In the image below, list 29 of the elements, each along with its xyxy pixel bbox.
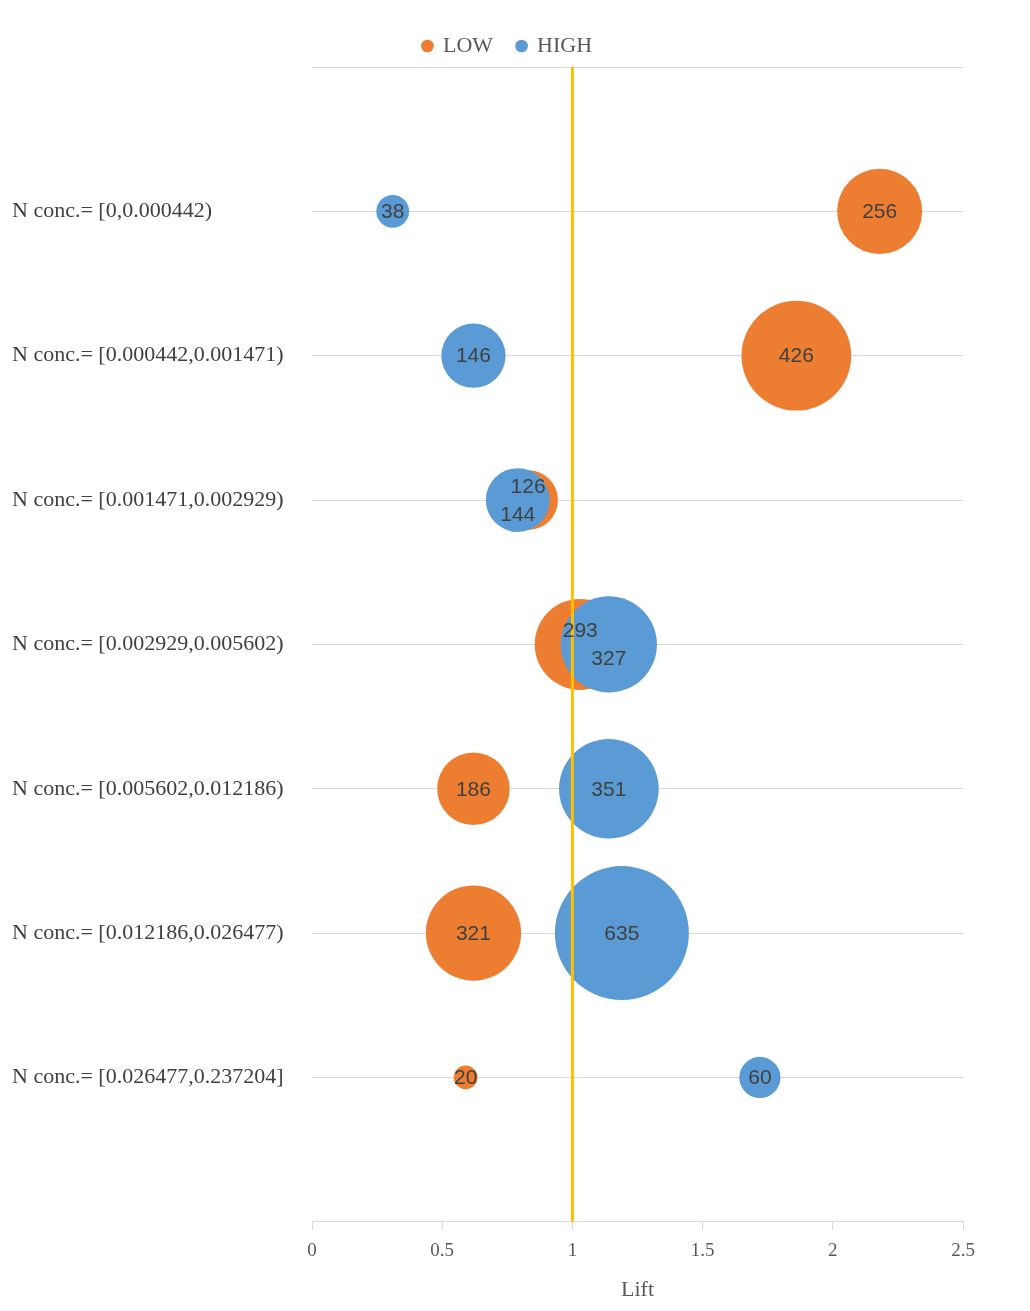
y-tick-label: N conc.= [0.005602,0.012186) [12,774,284,800]
y-tick-label: N conc.= [0.002929,0.005602) [12,630,284,656]
legend-label: LOW [442,31,494,57]
x-tick-label: 2 [828,1239,838,1261]
data-label: 186 [455,776,491,800]
data-label: 126 [510,473,546,497]
data-label: 60 [748,1065,772,1089]
data-label: 635 [604,920,640,944]
y-tick-label: N conc.= [0.000442,0.001471) [12,341,284,367]
x-tick-label: 1.5 [690,1239,715,1261]
x-tick-label: 1 [567,1239,578,1261]
x-axis-title: Lift [621,1275,654,1301]
data-label: 426 [778,343,814,367]
data-label: 351 [591,776,627,800]
x-tick-label: 0.5 [430,1239,455,1261]
data-label: 327 [591,646,627,670]
y-tick-label: N conc.= [0.026477,0.237204] [12,1063,284,1089]
y-tick-label: N conc.= [0,0.000442) [12,197,212,223]
x-tick-label: 2.5 [951,1239,975,1261]
data-label: 146 [455,343,491,367]
data-label: 20 [453,1065,478,1089]
y-tick-label: N conc.= [0.001471,0.002929) [12,485,284,511]
data-label: 256 [862,199,898,223]
data-label: 321 [455,920,491,944]
data-label: 144 [500,501,536,525]
x-tick-label: 0 [307,1239,317,1261]
y-tick-label: N conc.= [0.012186,0.026477) [12,918,284,944]
data-label: 38 [381,199,405,223]
legend-label: HIGH [537,31,593,57]
